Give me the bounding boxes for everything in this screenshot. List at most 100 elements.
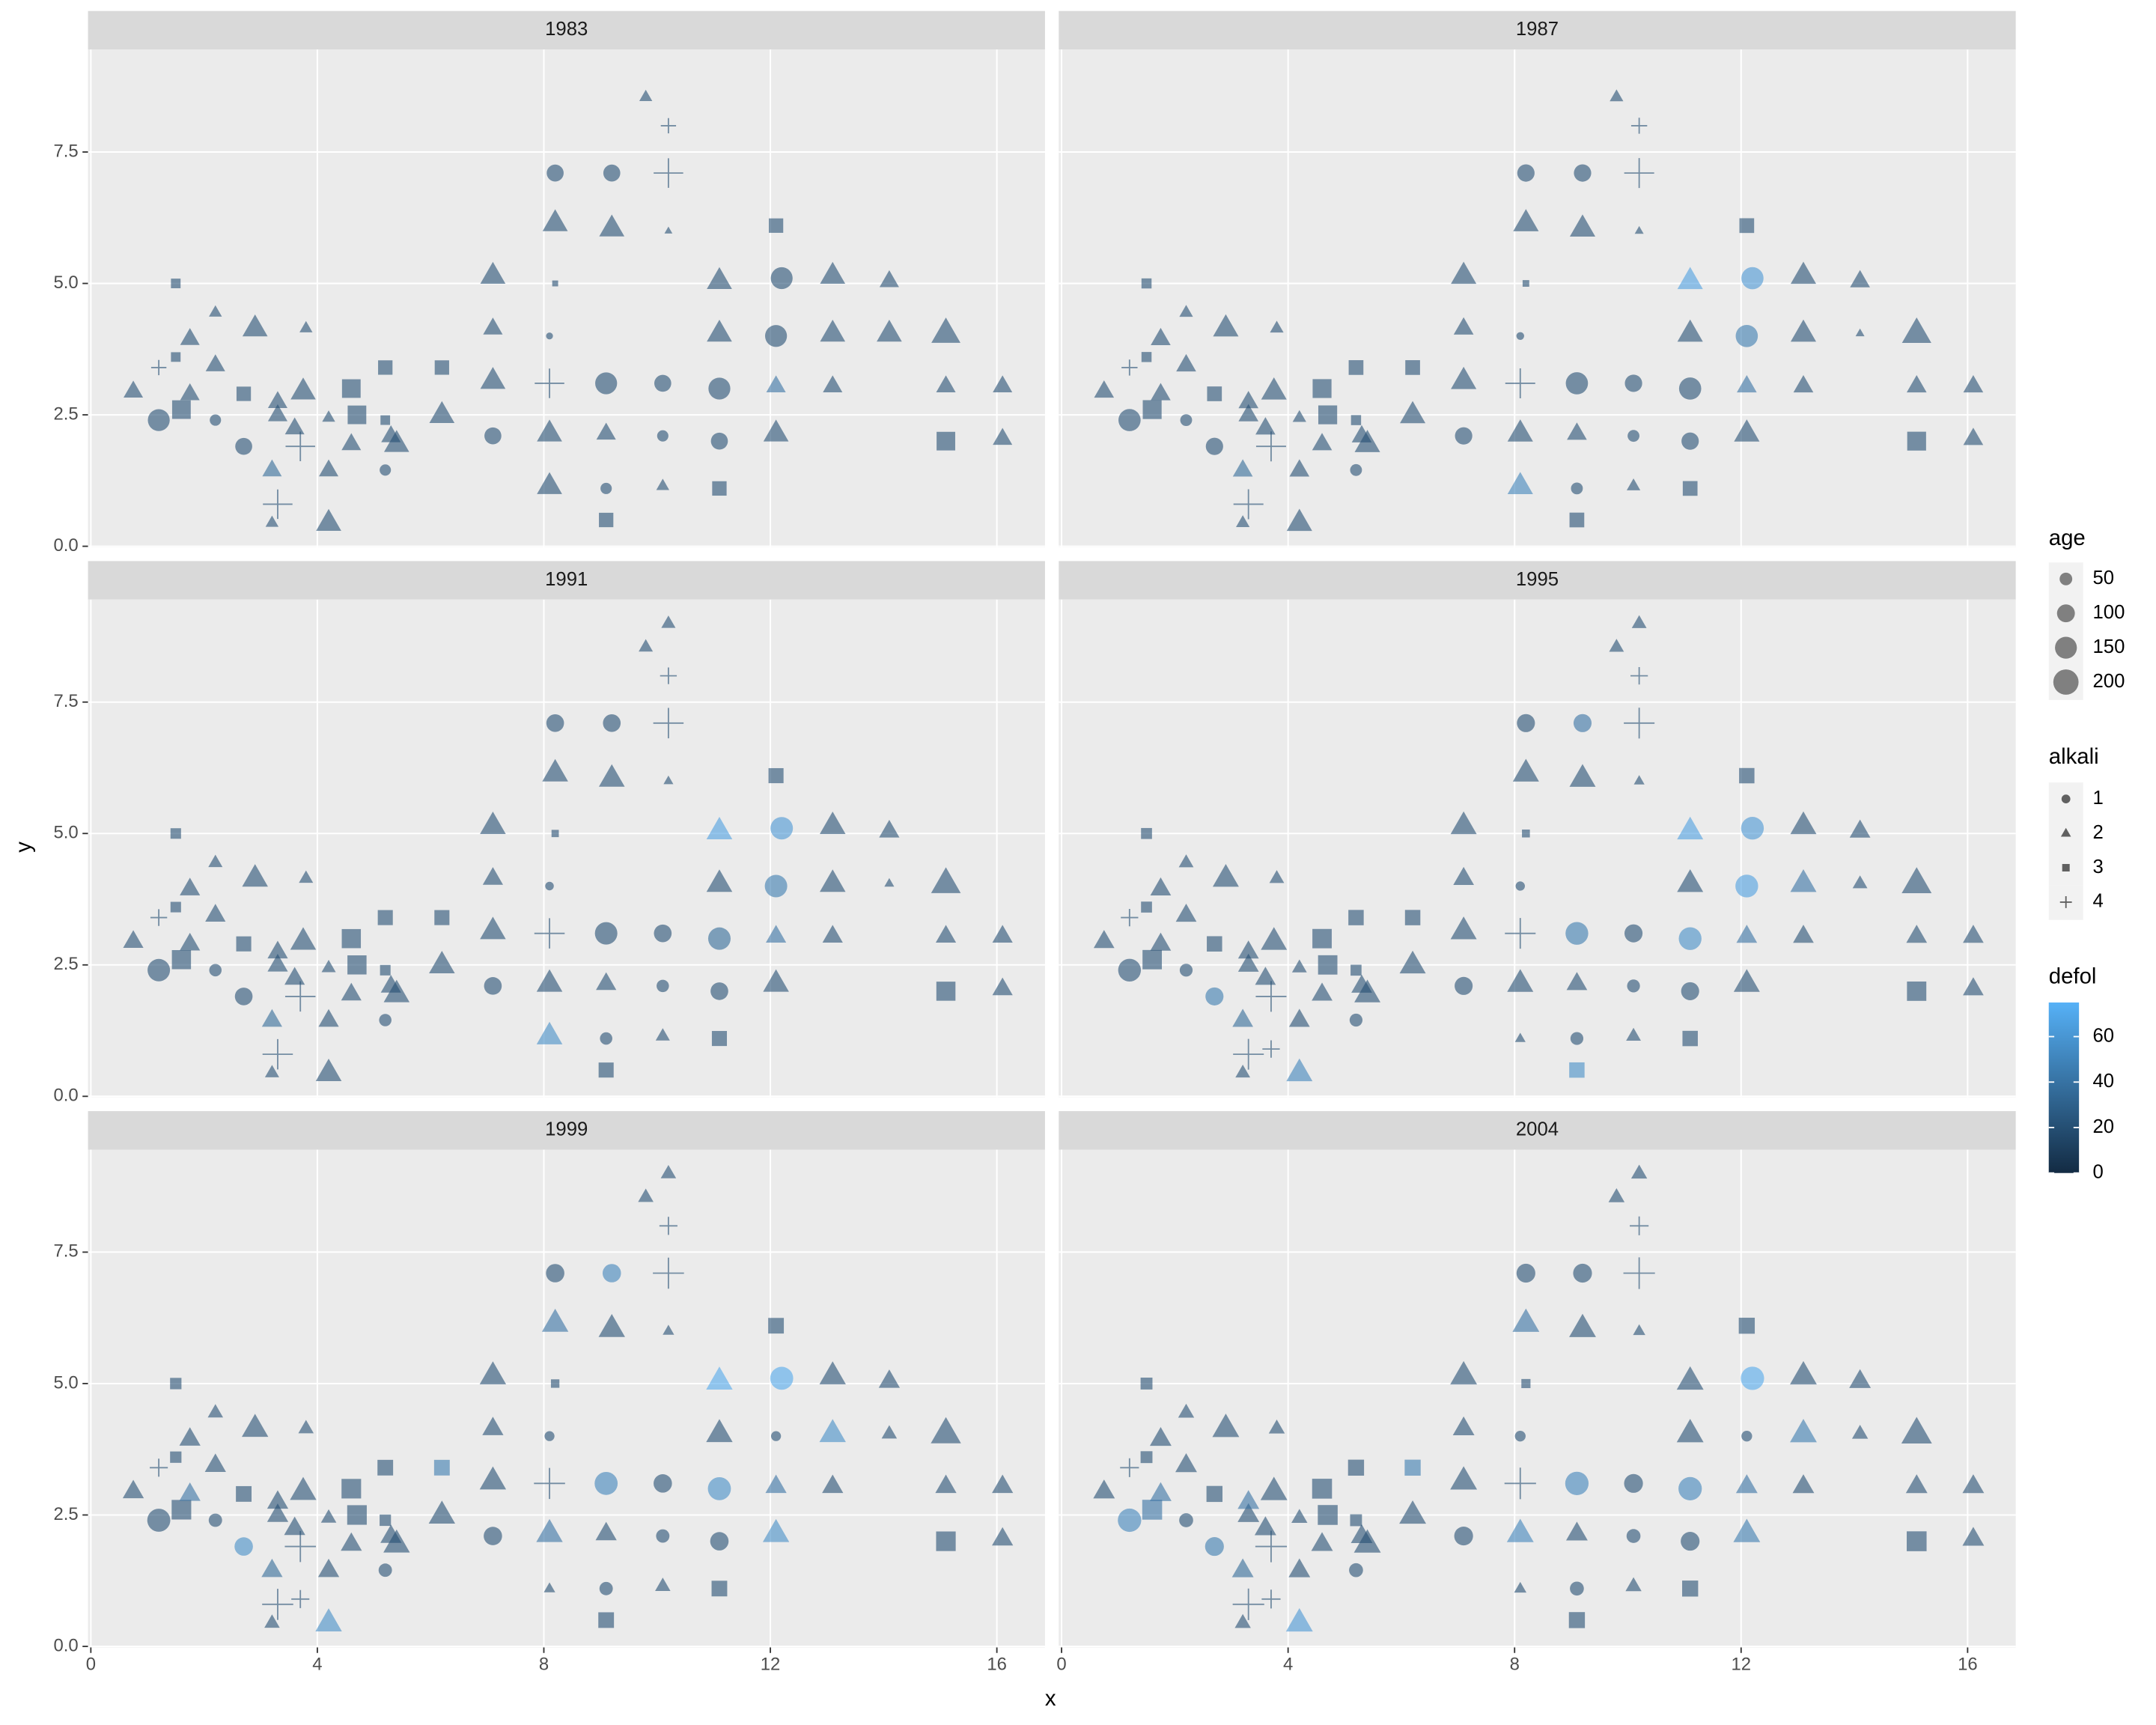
- point: [536, 1021, 563, 1044]
- point: [263, 489, 293, 520]
- plot-background: [88, 1149, 1045, 1648]
- strip: [1059, 10, 2016, 50]
- point: [1140, 1378, 1153, 1390]
- point: [1233, 489, 1264, 520]
- legend-key: [2061, 794, 2071, 804]
- legend-title: age: [2049, 526, 2086, 550]
- point: [1260, 1476, 1288, 1500]
- point: [1285, 1607, 1313, 1632]
- point: [1232, 1588, 1264, 1620]
- point: [1506, 1518, 1534, 1542]
- point: [298, 1420, 314, 1434]
- point: [598, 1612, 615, 1628]
- point: [290, 377, 316, 400]
- point: [1234, 1613, 1251, 1628]
- point: [1733, 969, 1760, 992]
- point: [1631, 615, 1647, 628]
- point: [171, 950, 192, 970]
- point: [1676, 1366, 1704, 1390]
- point: [551, 830, 559, 838]
- point: [1094, 380, 1115, 398]
- point: [936, 1531, 956, 1551]
- point: [1118, 409, 1141, 431]
- point: [1311, 1532, 1333, 1551]
- point: [1574, 164, 1592, 182]
- point: [1565, 922, 1589, 945]
- point: [434, 910, 450, 925]
- point: [1963, 428, 1984, 445]
- point: [147, 409, 170, 431]
- point: [1118, 958, 1142, 982]
- point: [433, 1459, 450, 1476]
- point: [598, 764, 625, 787]
- point: [170, 1378, 182, 1390]
- point: [599, 1581, 613, 1595]
- strip-label: 1999: [545, 1119, 588, 1140]
- point: [710, 982, 728, 1000]
- point: [267, 1490, 289, 1509]
- point: [319, 459, 339, 477]
- plot-background: [1059, 599, 2016, 1098]
- point: [765, 1474, 787, 1494]
- point: [1093, 1479, 1115, 1499]
- point: [1739, 218, 1755, 234]
- y-tick-label: 2.5: [54, 1504, 79, 1524]
- point: [1237, 953, 1259, 972]
- point: [1630, 666, 1648, 685]
- point: [1205, 987, 1224, 1006]
- legend-label: 2: [2093, 822, 2104, 843]
- point: [1255, 431, 1286, 462]
- point: [1404, 910, 1421, 925]
- point: [1350, 415, 1362, 425]
- point: [1682, 1581, 1699, 1597]
- point: [536, 1518, 563, 1542]
- point: [262, 1589, 293, 1620]
- point: [1737, 375, 1757, 393]
- point: [535, 368, 564, 398]
- point: [1514, 1430, 1526, 1442]
- point: [1507, 419, 1533, 442]
- point: [207, 1404, 224, 1418]
- point: [1504, 1467, 1536, 1500]
- point: [654, 924, 672, 943]
- point: [1232, 1008, 1253, 1027]
- point: [1349, 1013, 1363, 1027]
- point: [1312, 928, 1332, 949]
- strip-label: 2004: [1516, 1119, 1559, 1140]
- point: [706, 1419, 733, 1443]
- point: [267, 404, 287, 422]
- point: [657, 979, 669, 993]
- point: [936, 982, 956, 1001]
- point: [123, 930, 144, 949]
- point: [1405, 360, 1420, 375]
- point: [1962, 1527, 1985, 1546]
- legend-key: [2059, 895, 2072, 908]
- point: [657, 430, 669, 442]
- point: [1450, 1466, 1478, 1490]
- point: [710, 432, 728, 450]
- point: [180, 932, 201, 951]
- point: [770, 817, 794, 840]
- point: [317, 1558, 340, 1578]
- point: [242, 864, 268, 887]
- point: [479, 1466, 507, 1490]
- legend-label: 3: [2093, 857, 2104, 877]
- point: [1150, 932, 1172, 951]
- strip-label: 1995: [1516, 569, 1559, 590]
- point: [261, 1558, 283, 1578]
- point: [1565, 372, 1589, 395]
- point: [600, 1032, 612, 1045]
- point: [770, 267, 793, 290]
- point: [1261, 377, 1287, 400]
- point: [429, 951, 455, 974]
- point: [264, 1065, 279, 1077]
- y-tick-label: 2.5: [54, 954, 79, 974]
- x-tick-label: 8: [1510, 1655, 1520, 1675]
- point: [284, 417, 305, 435]
- point: [1141, 827, 1152, 839]
- point: [1231, 1558, 1254, 1578]
- y-tick-label: 5.0: [54, 1372, 79, 1393]
- point: [1238, 404, 1259, 422]
- point: [377, 1459, 394, 1476]
- point: [171, 279, 181, 288]
